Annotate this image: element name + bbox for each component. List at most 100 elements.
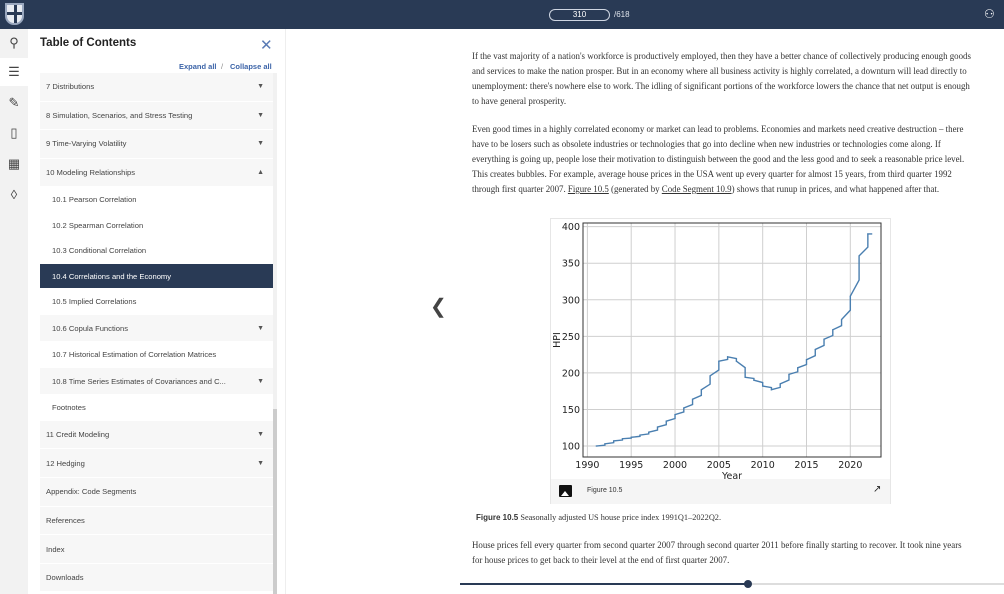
toc-item-label: 10.4 Correlations and the Economy <box>52 271 172 281</box>
data-point <box>814 348 816 351</box>
open-external-icon[interactable]: ↗ <box>873 484 882 495</box>
chevron-down-icon[interactable]: ▼ <box>257 459 264 467</box>
data-point <box>630 436 632 438</box>
book-icon[interactable]: ▯ <box>10 125 18 140</box>
toc-item[interactable]: 11 Credit Modeling ▼ <box>40 420 273 450</box>
collapse-all-link[interactable]: Collapse all <box>230 62 272 71</box>
toc-item[interactable]: 10.4 Correlations and the Economy <box>40 263 273 290</box>
toc-item[interactable]: 10.2 Spearman Correlation <box>40 212 273 239</box>
toc-item-label: 10.2 Spearman Correlation <box>52 220 144 230</box>
toc-item-label: 7 Distributions <box>46 82 95 92</box>
search-icon[interactable]: ⚲ <box>9 35 19 50</box>
data-point <box>788 373 790 375</box>
toc-item[interactable]: 12 Hedging ▼ <box>40 449 273 479</box>
edit-icon[interactable]: ✎ <box>8 95 20 110</box>
progress-fill <box>460 583 749 585</box>
y-tick-label: 150 <box>562 405 580 416</box>
list-icon[interactable]: ☰ <box>0 58 28 86</box>
chevron-down-icon[interactable]: ▼ <box>257 111 264 119</box>
toc-scrollbar[interactable] <box>273 73 277 594</box>
toc-item[interactable]: 10.5 Implied Correlations <box>40 289 273 315</box>
close-icon[interactable]: ✕ <box>260 37 273 54</box>
toc-item-label: Downloads <box>46 573 84 583</box>
chevron-down-icon[interactable]: ▼ <box>257 83 264 91</box>
paragraph: House prices fell every quarter from sec… <box>472 540 962 565</box>
x-axis-label: Year <box>721 471 742 479</box>
toc-list: 7 Distributions ▼ 8 Simulation, Scenarios,… <box>40 73 273 593</box>
chevron-down-icon[interactable]: ▼ <box>257 431 264 439</box>
toc-item[interactable]: References <box>40 506 273 536</box>
previous-page-button[interactable]: ❮ <box>430 296 447 318</box>
cards-icon[interactable]: ◊ <box>10 187 18 202</box>
toc-item[interactable]: Footnotes <box>40 395 273 421</box>
toc-item-label: 8 Simulation, Scenarios, and Stress Test… <box>46 110 193 120</box>
chevron-down-icon[interactable]: ▼ <box>257 140 264 148</box>
data-point <box>691 398 694 400</box>
data-point <box>700 389 702 391</box>
toc-item[interactable]: 8 Simulation, Scenarios, and Stress Test… <box>40 101 273 131</box>
scrollbar-thumb[interactable] <box>273 409 277 594</box>
toc-item[interactable]: 9 Time-Varying Volatility ▼ <box>40 130 273 159</box>
data-point <box>595 445 597 447</box>
toc-item-label: Appendix: Code Segments <box>46 487 137 497</box>
progress-handle[interactable] <box>744 580 753 588</box>
toc-item[interactable]: 7 Distributions ▼ <box>40 73 273 102</box>
toc-item[interactable]: 10.1 Pearson Correlation <box>40 187 273 213</box>
data-point <box>683 407 685 409</box>
data-point <box>639 434 641 436</box>
toc-item-label: 10.5 Implied Correlations <box>52 297 137 307</box>
toc-item-label: 10.6 Copula Functions <box>52 323 128 333</box>
toc-item[interactable]: Index <box>40 535 273 564</box>
data-point <box>613 440 615 442</box>
data-point <box>718 360 720 362</box>
publisher-logo[interactable] <box>5 3 24 25</box>
reader-main: If the vast majority of a nation's workf… <box>286 29 1004 594</box>
y-tick-label: 250 <box>562 332 580 343</box>
caption-text: Seasonally adjusted US house price index… <box>518 513 722 522</box>
hpi-series-line <box>596 233 873 447</box>
users-icon[interactable]: ⚇ <box>984 7 995 21</box>
toc-item-label: 10.3 Conditional Correlation <box>52 246 147 256</box>
top-bar: 310 /618 ⚇ <box>0 0 1004 29</box>
data-point <box>735 360 737 362</box>
data-point <box>797 367 799 369</box>
page-total: /618 <box>614 10 630 19</box>
data-point <box>849 295 851 297</box>
data-point <box>744 376 746 378</box>
toc-item[interactable]: Downloads <box>40 563 273 593</box>
figure-link[interactable]: Figure 10.5 <box>567 184 609 194</box>
toc-item-label: Footnotes <box>52 403 86 413</box>
toc-item[interactable]: Appendix: Code Segments <box>40 478 273 507</box>
y-tick-label: 400 <box>562 222 580 233</box>
data-point <box>805 359 808 361</box>
data-point <box>779 383 781 385</box>
x-tick-label: 1990 <box>575 460 599 471</box>
toc-item-label: 10 Modeling Relationships <box>46 168 136 178</box>
paragraph: Even good times in a highly correlated e… <box>472 122 972 197</box>
text: (generated by <box>608 184 662 194</box>
plot-frame <box>582 222 882 458</box>
expand-all-link[interactable]: Expand all <box>179 62 217 71</box>
toc-item[interactable]: 10.8 Time Series Estimates of Covariance… <box>40 367 273 396</box>
hpi-chart: 1990 1995 2000 2005 2010 2015 2020 100 150 200 250… <box>552 222 882 482</box>
data-point <box>648 431 650 433</box>
figure-caption: Figure 10.5 Seasonally adjusted US house… <box>476 513 721 522</box>
data-point <box>656 426 659 428</box>
toc-item[interactable]: 10.3 Conditional Correlation <box>40 238 273 264</box>
y-axis-label: HPI <box>552 332 563 348</box>
toc-item[interactable]: 10.6 Copula Functions ▼ <box>40 314 273 343</box>
apps-icon[interactable]: ▦ <box>7 156 21 171</box>
chevron-down-icon[interactable]: ▼ <box>257 377 264 385</box>
page-number-input[interactable]: 310 <box>549 9 610 21</box>
figure: 1990 1995 2000 2005 2010 2015 2020 100 150 200 250… <box>550 218 891 504</box>
data-point <box>770 389 773 391</box>
toc-item[interactable]: 10 Modeling Relationships ▲ <box>40 158 273 188</box>
code-segment-link[interactable]: Code Segment 10.9 <box>661 184 732 194</box>
toc-item[interactable]: 10.7 Historical Estimation of Correlatio… <box>40 342 273 368</box>
chevron-down-icon[interactable]: ▼ <box>257 324 264 332</box>
data-point <box>823 338 825 340</box>
reading-progress[interactable] <box>460 580 1004 588</box>
data-point <box>727 356 729 358</box>
chevron-up-icon[interactable]: ▲ <box>257 169 264 177</box>
data-point <box>674 413 676 416</box>
